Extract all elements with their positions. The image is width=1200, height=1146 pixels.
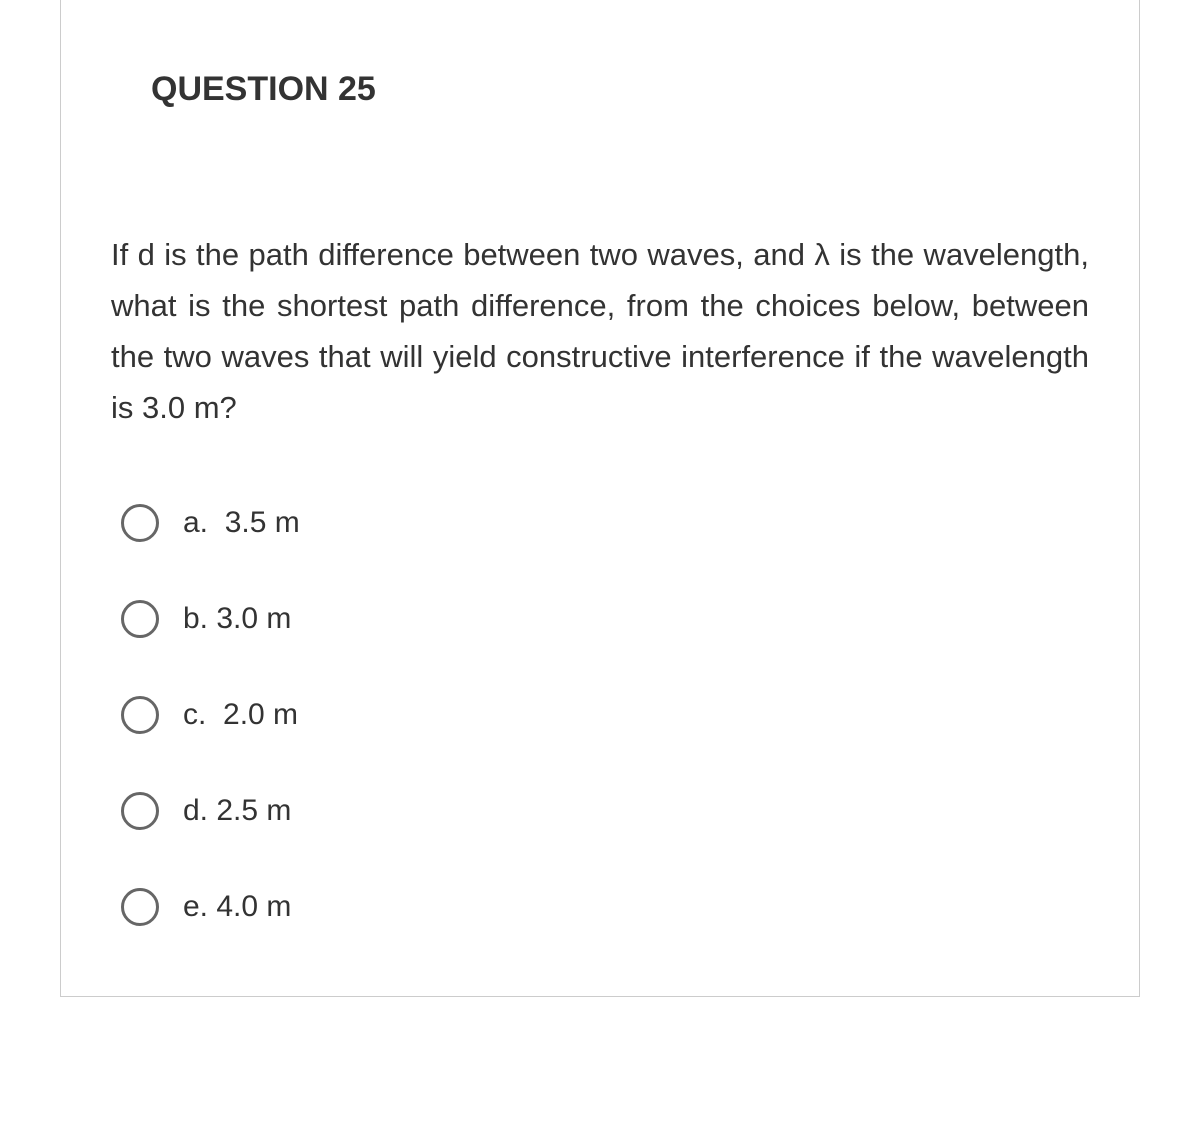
option-letter: b. xyxy=(183,602,208,635)
option-row-d[interactable]: d. 2.5 m xyxy=(121,792,1089,830)
question-title: QUESTION 25 xyxy=(151,70,1089,109)
option-label: a. 3.5 m xyxy=(183,506,300,540)
radio-icon[interactable] xyxy=(121,600,159,638)
radio-icon[interactable] xyxy=(121,696,159,734)
option-row-c[interactable]: c. 2.0 m xyxy=(121,696,1089,734)
question-card: QUESTION 25 If d is the path difference … xyxy=(60,0,1140,997)
question-text: If d is the path difference between two … xyxy=(111,229,1089,434)
option-row-e[interactable]: e. 4.0 m xyxy=(121,888,1089,926)
option-value: 2.5 m xyxy=(216,794,291,827)
radio-icon[interactable] xyxy=(121,504,159,542)
option-value: 3.0 m xyxy=(216,602,291,635)
option-letter: e. xyxy=(183,890,208,923)
option-letter: d. xyxy=(183,794,208,827)
radio-icon[interactable] xyxy=(121,792,159,830)
option-label: c. 2.0 m xyxy=(183,698,298,732)
option-row-a[interactable]: a. 3.5 m xyxy=(121,504,1089,542)
option-label: b. 3.0 m xyxy=(183,602,291,636)
option-value: 3.5 m xyxy=(225,506,300,539)
option-row-b[interactable]: b. 3.0 m xyxy=(121,600,1089,638)
option-label: d. 2.5 m xyxy=(183,794,291,828)
option-letter: a. xyxy=(183,506,208,539)
options-list: a. 3.5 m b. 3.0 m c. 2.0 m d. 2.5 m xyxy=(111,504,1089,926)
radio-icon[interactable] xyxy=(121,888,159,926)
option-letter: c. xyxy=(183,698,206,731)
option-value: 4.0 m xyxy=(216,890,291,923)
option-label: e. 4.0 m xyxy=(183,890,291,924)
option-value: 2.0 m xyxy=(223,698,298,731)
